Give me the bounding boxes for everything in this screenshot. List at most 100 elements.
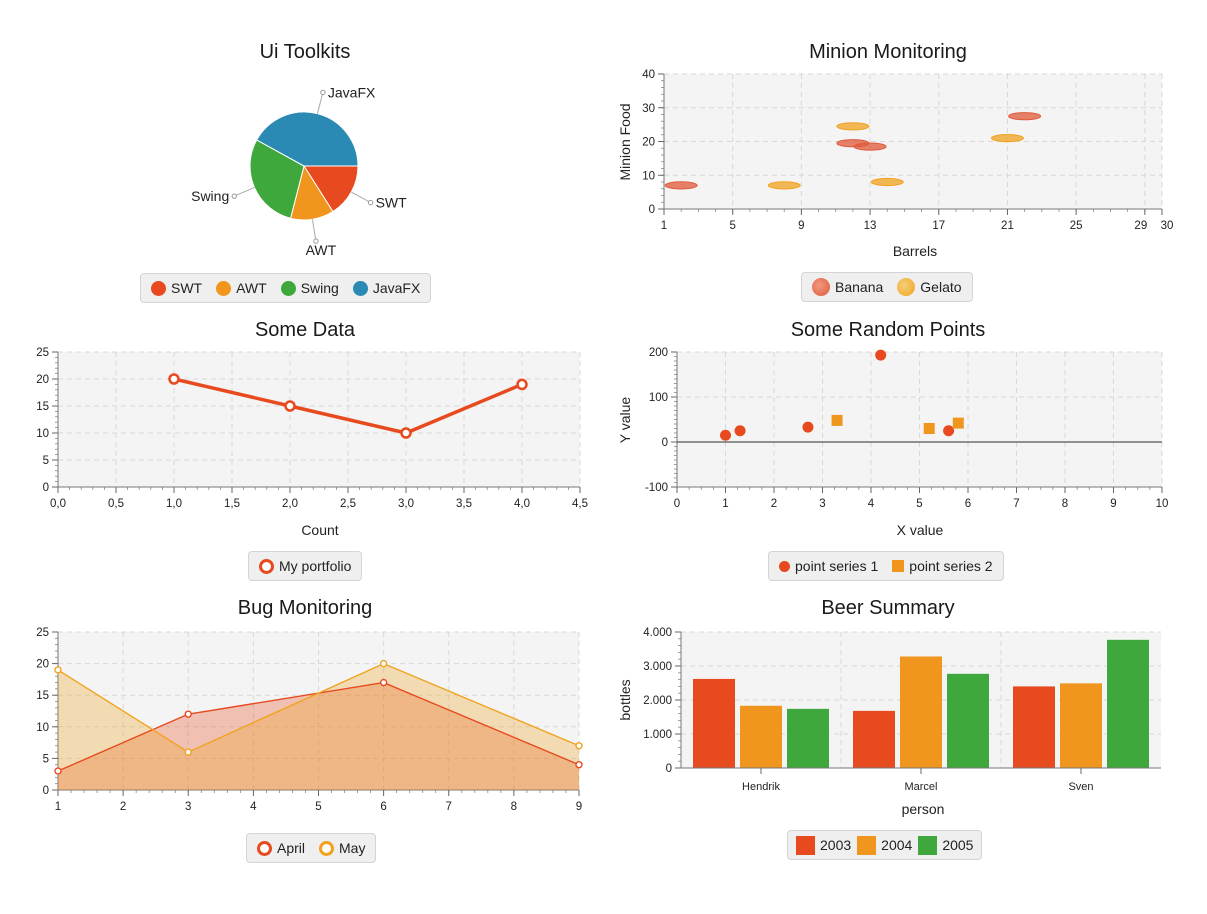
x-tick-label: 4 <box>250 801 257 813</box>
legend-item[interactable]: JavaFX <box>352 280 420 296</box>
circle-point <box>734 425 746 437</box>
y-tick-label: 5 <box>43 753 49 765</box>
line-legend: My portfolio <box>248 551 363 581</box>
x-axis-label: Count <box>301 522 338 538</box>
legend-swatch <box>259 558 274 574</box>
category-label: Sven <box>1068 781 1093 793</box>
gelato-bubble <box>836 122 870 131</box>
x-tick-label: 29 <box>1134 220 1147 232</box>
x-tick-label: 6 <box>380 801 386 813</box>
pie-slice-label: AWT <box>306 242 337 258</box>
x-tick-label: 9 <box>798 220 804 232</box>
x-tick-label: 5 <box>729 220 735 232</box>
area-chart: Bug Monitoring 1 2 3 4 5 6 7 8 9 0 5 10 15 20 25 <box>36 597 583 813</box>
legend-item[interactable]: Swing <box>280 280 339 296</box>
x-tick-label: 2 <box>120 801 126 813</box>
x-tick-label: 1,0 <box>166 498 182 510</box>
legend-swatch <box>812 278 830 296</box>
legend-item[interactable]: 2004 <box>857 835 912 855</box>
area-point <box>379 678 388 687</box>
x-tick-label: 4,0 <box>514 498 530 510</box>
y-tick-label: 25 <box>36 627 49 639</box>
portfolio-line <box>173 377 523 435</box>
x-tick-label: 1 <box>55 801 61 813</box>
portfolio-point <box>284 400 296 412</box>
chart-title: Some Data <box>255 319 356 341</box>
may-area <box>58 663 579 790</box>
pie-label-dot <box>231 193 237 199</box>
legend-swatch <box>892 560 905 572</box>
x-tick-label: 3 <box>185 801 191 813</box>
x-tick-label: 0 <box>674 498 680 510</box>
x-tick-label: 7 <box>446 801 452 813</box>
legend-label: Banana <box>835 279 884 295</box>
portfolio-point <box>516 378 528 391</box>
legend-item[interactable]: AWT <box>216 280 267 296</box>
bar-2004-hendrik <box>740 705 782 768</box>
legend-swatch <box>897 278 916 296</box>
legend-swatch <box>216 280 232 296</box>
bubble-chart-panel: Minion Monitoring Barrels Minion Food 1 5… <box>600 0 1207 305</box>
area-legend: April May <box>246 833 377 863</box>
pie-slice <box>249 139 305 219</box>
x-tick-label: 2,5 <box>340 498 356 510</box>
area-point <box>184 710 192 718</box>
area-chart-panel: Bug Monitoring 1 2 3 4 5 6 7 8 9 0 5 10 15 20 25 April… <box>0 585 600 914</box>
plot-background <box>58 632 579 790</box>
y-axis-label: bottles <box>617 679 633 720</box>
chart-title: Ui Toolkits <box>260 41 351 63</box>
legend-label: April <box>277 840 306 856</box>
legend-label: 2005 <box>942 837 974 853</box>
x-tick-label: 13 <box>864 220 877 232</box>
x-tick-label: 1,5 <box>224 498 240 510</box>
x-tick-label: 9 <box>576 801 582 813</box>
bar-chart-panel: Beer Summary person bottles 0 1.000 2.000 3… <box>600 585 1207 914</box>
y-tick-label: 2.000 <box>643 695 672 707</box>
legend-swatch <box>918 835 938 855</box>
x-tick-label: 3 <box>819 498 825 510</box>
y-tick-label: 20 <box>36 659 49 671</box>
legend-swatch <box>257 840 272 856</box>
legend-item[interactable]: My portfolio <box>259 558 351 574</box>
x-tick-label: 2,0 <box>282 498 298 510</box>
legend-item[interactable]: April <box>257 840 305 856</box>
legend-item[interactable]: Gelato <box>897 278 962 296</box>
bar-2005-hendrik <box>787 708 829 768</box>
x-tick-label: 5 <box>315 801 321 813</box>
y-tick-label: 15 <box>36 690 49 702</box>
pie-slice-label: SWT <box>376 195 408 211</box>
legend-item[interactable]: May <box>319 840 365 856</box>
x-tick-label: 17 <box>932 220 945 232</box>
area-point <box>184 748 192 756</box>
y-tick-label: 0 <box>43 785 49 797</box>
bar-2004-marcel <box>900 656 942 768</box>
x-axis-label: Barrels <box>893 243 937 259</box>
legend-item[interactable]: point series 2 <box>892 558 993 574</box>
legend-label: 2003 <box>820 837 852 853</box>
x-tick-label: 5 <box>916 498 922 510</box>
gelato-bubble <box>870 177 904 187</box>
legend-item[interactable]: Banana <box>812 278 883 296</box>
bar-2004-sven <box>1060 683 1102 768</box>
bar-2003-hendrik <box>693 678 735 768</box>
legend-item[interactable]: SWT <box>151 280 202 296</box>
y-axis-label: Minion Food <box>617 103 633 180</box>
chart-title: Beer Summary <box>821 597 954 619</box>
plot-background <box>58 352 580 487</box>
y-tick-label: 4.000 <box>643 627 672 639</box>
gelato-bubble <box>990 134 1024 143</box>
legend-item[interactable]: point series 1 <box>779 558 878 574</box>
pie-chart: Ui Toolkits SWT AWT Swing JavaFX <box>191 41 408 258</box>
x-tick-label: 2 <box>771 498 777 510</box>
scatter-chart-panel: Some Random Points X value Y value 0 1 2 3 4… <box>600 305 1207 585</box>
legend-label: Swing <box>300 280 339 296</box>
banana-bubble <box>1008 112 1042 121</box>
pie-label-dot <box>320 89 326 96</box>
scatter-legend: point series 1 point series 2 <box>768 551 1004 581</box>
y-tick-label: 5 <box>43 455 49 467</box>
bar-2005-sven <box>1107 639 1149 768</box>
legend-item[interactable]: 2005 <box>918 835 974 855</box>
legend-item[interactable]: 2003 <box>796 835 852 855</box>
line-chart-panel: Some Data Count 0,0 0,5 1,0 1,5 2,0 2,5 3,0 3,5… <box>0 305 600 585</box>
y-tick-label: 0 <box>43 482 49 494</box>
